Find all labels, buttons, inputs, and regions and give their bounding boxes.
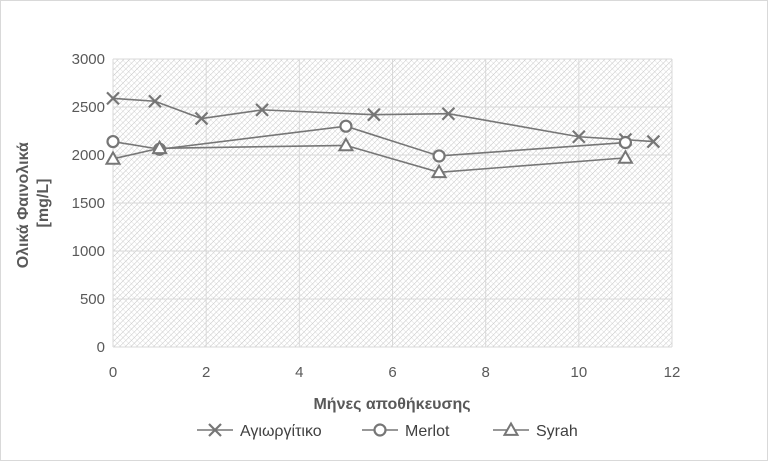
data-point <box>194 111 209 126</box>
legend-item: Syrah <box>493 421 578 440</box>
x-axis-title: Μήνες αποθήκευσης <box>313 396 470 413</box>
y-tick-label: 2000 <box>72 147 105 164</box>
x-tick-label: 2 <box>202 364 210 381</box>
y-tick-label: 2500 <box>72 99 105 116</box>
data-point <box>148 94 162 109</box>
x-tick-label: 0 <box>109 364 117 381</box>
y-tick-label: 1500 <box>72 195 105 212</box>
data-point <box>339 119 353 133</box>
x-tick-label: 6 <box>388 364 396 381</box>
x-tick-label: 12 <box>664 364 681 381</box>
y-tick-label: 3000 <box>72 51 105 68</box>
data-point <box>106 91 120 106</box>
legend-marker <box>502 421 520 436</box>
legend-item: Αγιωργίτικο <box>197 423 322 440</box>
data-point <box>618 135 633 150</box>
legend-marker <box>373 423 387 437</box>
legend-label: Syrah <box>536 423 578 440</box>
data-point <box>430 163 448 179</box>
x-tick-label: 4 <box>295 364 303 381</box>
y-axis-title: Ολικά Φαινολικά [mg/L] <box>15 138 52 269</box>
legend-label: Merlot <box>405 423 450 440</box>
y-axis-title-line-2: [mg/L] <box>35 179 52 228</box>
data-point <box>106 134 120 149</box>
tick-labels: 0 500 1000 1500 2000 2500 3000 0 2 4 6 8 10 12 <box>72 51 681 381</box>
data-point <box>255 103 269 117</box>
legend: Αγιωργίτικο Merlot Syrah <box>197 421 578 440</box>
data-point <box>104 150 122 165</box>
data-point <box>151 139 168 155</box>
data-point <box>646 134 661 149</box>
y-axis-title-line-1: Ολικά Φαινολικά <box>15 142 32 268</box>
legend-item: Merlot <box>362 423 450 440</box>
data-point <box>367 107 381 122</box>
y-tick-label: 500 <box>80 291 105 308</box>
data-point <box>432 149 446 163</box>
data-point <box>337 136 355 152</box>
data-point <box>441 106 456 121</box>
series-triangle <box>104 136 634 179</box>
x-tick-label: 8 <box>481 364 489 381</box>
data-point <box>572 129 586 144</box>
y-tick-label: 0 <box>97 339 105 356</box>
gridlines <box>112 58 673 348</box>
y-tick-label: 1000 <box>72 243 105 260</box>
data-point <box>617 149 634 164</box>
legend-label: Αγιωργίτικο <box>240 423 322 440</box>
x-tick-label: 10 <box>570 364 587 381</box>
legend-marker <box>208 423 222 437</box>
series-layer <box>104 91 661 179</box>
